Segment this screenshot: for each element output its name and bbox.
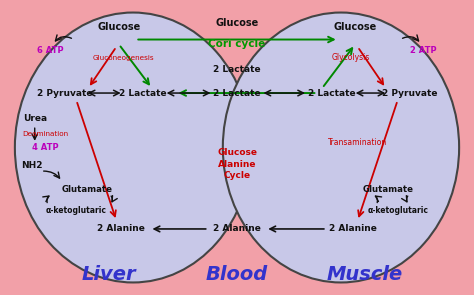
Text: 2 Lactate: 2 Lactate <box>308 88 356 98</box>
Text: 2 Pyruvate: 2 Pyruvate <box>37 88 92 98</box>
Text: Blood: Blood <box>206 265 268 284</box>
Text: Liver: Liver <box>82 265 137 284</box>
Text: 2 Alanine: 2 Alanine <box>213 224 261 233</box>
Text: Gluconeogenesis: Gluconeogenesis <box>93 55 155 60</box>
Text: Glucose: Glucose <box>334 22 377 32</box>
Text: 2 Lactate: 2 Lactate <box>118 88 166 98</box>
Text: 6 ATP: 6 ATP <box>37 46 64 55</box>
Text: Glucose
Alanine
Cycle: Glucose Alanine Cycle <box>217 148 257 180</box>
Text: Urea: Urea <box>23 114 47 123</box>
Ellipse shape <box>223 12 459 283</box>
Text: Muscle: Muscle <box>327 265 403 284</box>
Text: 2 ATP: 2 ATP <box>410 46 437 55</box>
Text: 4 ATP: 4 ATP <box>32 143 59 152</box>
Text: NH2: NH2 <box>21 161 42 170</box>
Text: Glutamate: Glutamate <box>363 185 414 194</box>
Text: 2 Alanine: 2 Alanine <box>329 224 377 233</box>
Text: Glutamate: Glutamate <box>61 185 112 194</box>
Text: α-ketoglutaric: α-ketoglutaric <box>367 206 428 214</box>
Text: Glucose: Glucose <box>97 22 140 32</box>
Text: Transamination: Transamination <box>328 138 387 147</box>
Text: 2 Lactate: 2 Lactate <box>213 65 261 74</box>
Text: 2 Lactate: 2 Lactate <box>213 88 261 98</box>
Text: Glucose: Glucose <box>215 18 259 28</box>
Ellipse shape <box>15 12 251 283</box>
Text: α-ketoglutaric: α-ketoglutaric <box>46 206 107 214</box>
Text: Cori cycle: Cori cycle <box>209 39 265 49</box>
Text: 2 Alanine: 2 Alanine <box>97 224 145 233</box>
Text: 2 Pyruvate: 2 Pyruvate <box>382 88 437 98</box>
Text: Glycolysis: Glycolysis <box>331 53 370 62</box>
Text: Deamination: Deamination <box>23 131 69 137</box>
